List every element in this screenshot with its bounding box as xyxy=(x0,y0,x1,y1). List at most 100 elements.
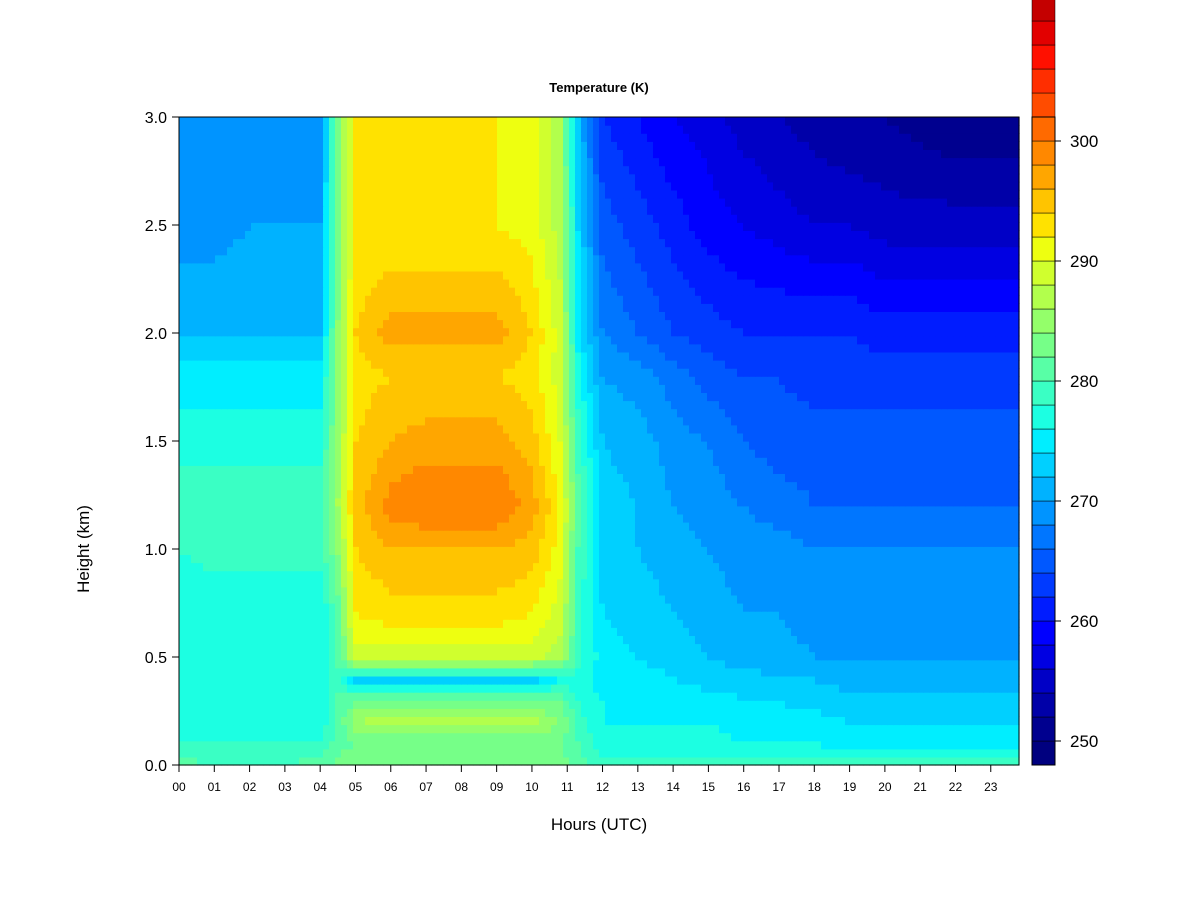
heatmap-cell xyxy=(911,603,918,612)
heatmap-cell xyxy=(719,740,726,750)
heatmap-cell xyxy=(203,684,210,693)
heatmap-cell xyxy=(527,554,534,564)
heatmap-cell xyxy=(251,497,258,507)
heatmap-cell xyxy=(593,611,600,620)
heatmap-cell xyxy=(941,554,948,564)
heatmap-cell xyxy=(617,684,624,693)
heatmap-cell xyxy=(233,570,240,580)
heatmap-cell xyxy=(845,578,852,588)
heatmap-cell xyxy=(761,675,768,685)
heatmap-cell xyxy=(461,635,468,645)
heatmap-cell xyxy=(989,756,996,766)
heatmap-cell xyxy=(221,667,228,677)
heatmap-cell xyxy=(455,756,462,766)
heatmap-cell xyxy=(725,651,732,661)
heatmap-cell xyxy=(179,708,186,717)
heatmap-cell xyxy=(581,530,588,539)
heatmap-cell xyxy=(641,724,648,734)
heatmap-cell xyxy=(701,578,708,588)
heatmap-cell xyxy=(623,659,630,669)
heatmap-cell xyxy=(827,562,834,572)
heatmap-cell xyxy=(197,570,204,580)
heatmap-cell xyxy=(941,724,948,734)
heatmap-cell xyxy=(485,716,492,726)
heatmap-cell xyxy=(659,562,666,572)
heatmap-cell xyxy=(269,635,276,645)
heatmap-cell xyxy=(827,489,834,499)
heatmap-cell xyxy=(773,546,780,555)
heatmap-cell xyxy=(743,675,750,685)
heatmap-cell xyxy=(587,740,594,750)
heatmap-cell xyxy=(1007,740,1014,750)
heatmap-cell xyxy=(785,692,792,701)
heatmap-cell xyxy=(575,562,582,572)
heatmap-cell xyxy=(911,546,918,555)
heatmap-cell xyxy=(539,619,546,628)
heatmap-cell xyxy=(731,700,738,709)
heatmap-cell xyxy=(395,732,402,742)
heatmap-cell xyxy=(347,716,354,726)
heatmap-cell xyxy=(341,692,348,701)
heatmap-cell xyxy=(965,692,972,701)
heatmap-cell xyxy=(455,522,462,531)
heatmap-cell xyxy=(401,716,408,726)
heatmap-cell xyxy=(425,756,432,766)
heatmap-cell xyxy=(635,594,642,604)
heatmap-cell xyxy=(695,627,702,636)
heatmap-cell xyxy=(197,740,204,750)
heatmap-cell xyxy=(551,473,558,483)
heatmap-cell xyxy=(563,538,570,547)
heatmap-cell xyxy=(809,594,816,604)
heatmap-cell xyxy=(749,481,756,491)
heatmap-cell xyxy=(431,570,438,580)
heatmap-cell xyxy=(287,667,294,677)
heatmap-cell xyxy=(245,716,252,726)
heatmap-cell xyxy=(479,635,486,645)
heatmap-cell xyxy=(641,513,648,523)
heatmap-cell xyxy=(665,667,672,677)
heatmap-cell xyxy=(527,578,534,588)
heatmap-cell xyxy=(527,530,534,539)
heatmap-cell xyxy=(449,659,456,669)
heatmap-cell xyxy=(407,700,414,709)
heatmap-cell xyxy=(635,708,642,717)
heatmap-cell xyxy=(515,659,522,669)
heatmap-cell xyxy=(419,684,426,693)
heatmap-cell xyxy=(977,659,984,669)
heatmap-cell xyxy=(221,619,228,628)
heatmap-cell xyxy=(923,684,930,693)
heatmap-cell xyxy=(437,473,444,483)
heatmap-cell xyxy=(575,522,582,531)
heatmap-cell xyxy=(971,716,978,726)
heatmap-cell xyxy=(215,538,222,547)
heatmap-cell xyxy=(719,756,726,766)
heatmap-cell xyxy=(947,489,954,499)
heatmap-cell xyxy=(467,497,474,507)
heatmap-cell xyxy=(545,635,552,645)
heatmap-cell xyxy=(269,473,276,483)
heatmap-cell xyxy=(227,619,234,628)
heatmap-cell xyxy=(971,732,978,742)
heatmap-cell xyxy=(437,675,444,685)
heatmap-cell xyxy=(323,619,330,628)
heatmap-cell xyxy=(533,586,540,596)
heatmap-cell xyxy=(923,692,930,701)
heatmap-cell xyxy=(479,700,486,709)
heatmap-cell xyxy=(719,570,726,580)
heatmap-cell xyxy=(437,603,444,612)
heatmap-cell xyxy=(563,708,570,717)
heatmap-cell xyxy=(845,489,852,499)
heatmap-cell xyxy=(293,708,300,717)
heatmap-cell xyxy=(395,643,402,653)
heatmap-cell xyxy=(533,651,540,661)
heatmap-cell xyxy=(935,497,942,507)
heatmap-cell xyxy=(395,570,402,580)
heatmap-cell xyxy=(701,651,708,661)
heatmap-cell xyxy=(449,667,456,677)
heatmap-cell xyxy=(983,651,990,661)
heatmap-cell xyxy=(641,740,648,750)
heatmap-cell xyxy=(383,603,390,612)
heatmap-cell xyxy=(407,530,414,539)
heatmap-cell xyxy=(437,692,444,701)
heatmap-cell xyxy=(587,562,594,572)
